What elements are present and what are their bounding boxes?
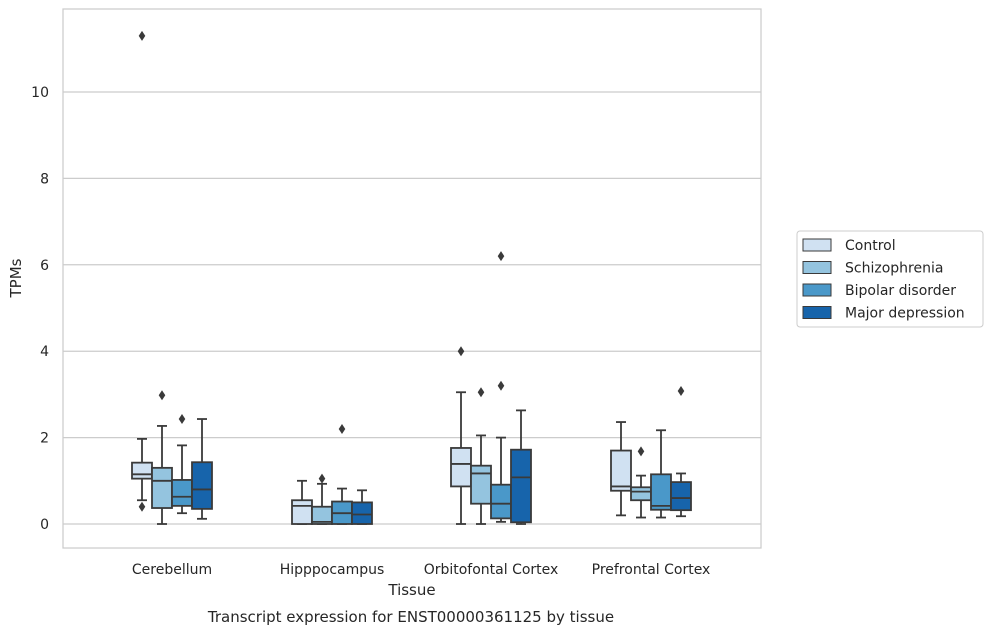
box-plot bbox=[191, 418, 213, 520]
legend-label: Control bbox=[845, 238, 896, 254]
outlier-point bbox=[138, 30, 146, 41]
outlier-point bbox=[457, 346, 465, 357]
y-tick-label: 6 bbox=[40, 258, 49, 274]
legend-item: Major depression bbox=[802, 306, 965, 322]
box-plots bbox=[131, 30, 692, 525]
plot-background bbox=[63, 9, 761, 548]
box-plot bbox=[291, 479, 313, 525]
box-plot bbox=[131, 30, 153, 512]
box-plot bbox=[670, 385, 692, 518]
box-iqr bbox=[630, 486, 652, 502]
box-plot bbox=[490, 251, 512, 523]
box-iqr bbox=[191, 461, 213, 510]
legend-frame bbox=[796, 230, 984, 328]
legend-label: Schizophrenia bbox=[845, 261, 943, 277]
x-axis-label: Tissue bbox=[387, 581, 435, 599]
outlier-point bbox=[477, 387, 485, 398]
box-plot bbox=[351, 489, 373, 525]
outlier-point bbox=[138, 501, 146, 512]
outlier-point bbox=[178, 414, 186, 425]
box-plot bbox=[470, 387, 492, 525]
legend-item: Control bbox=[802, 238, 896, 254]
y-axis-label: TPMs bbox=[7, 258, 25, 298]
x-tick-label: Hipppocampus bbox=[280, 562, 385, 578]
legend-label: Bipolar disorder bbox=[845, 283, 956, 299]
plot-frame bbox=[62, 8, 762, 549]
box-iqr bbox=[470, 464, 492, 505]
outlier-point bbox=[318, 473, 326, 484]
box-plot bbox=[510, 409, 532, 525]
outlier-point bbox=[158, 390, 166, 401]
outlier-point bbox=[637, 446, 645, 457]
box-iqr bbox=[131, 461, 153, 480]
x-tick-label: Orbitofontal Cortex bbox=[424, 562, 559, 578]
box-iqr bbox=[291, 499, 313, 525]
legend-swatch bbox=[802, 261, 832, 274]
x-tick-label: Prefrontal Cortex bbox=[592, 562, 711, 578]
outlier-point bbox=[677, 385, 685, 396]
legend-swatch bbox=[802, 238, 832, 252]
y-tick-label: 4 bbox=[40, 344, 49, 360]
box-iqr bbox=[490, 483, 512, 520]
box-iqr bbox=[670, 481, 692, 512]
outlier-point bbox=[497, 380, 505, 391]
y-tick-label: 10 bbox=[31, 85, 49, 101]
legend-label: Major depression bbox=[845, 306, 965, 322]
box-iqr bbox=[151, 466, 173, 509]
legend-swatch bbox=[802, 306, 832, 319]
grid-lines bbox=[63, 91, 761, 525]
box-plot bbox=[610, 421, 632, 517]
chart-caption: Transcript expression for ENST0000036112… bbox=[207, 608, 614, 626]
box-iqr bbox=[650, 473, 672, 511]
x-tick-label: Cerebellum bbox=[132, 562, 212, 578]
y-tick-label: 0 bbox=[40, 517, 49, 533]
y-tick-labels: 0 2 4 6 8 10 bbox=[31, 85, 49, 533]
outlier-point bbox=[497, 251, 505, 262]
y-tick-label: 8 bbox=[40, 171, 49, 187]
box-plot bbox=[151, 390, 173, 525]
y-tick-label: 2 bbox=[40, 431, 49, 447]
box-iqr bbox=[450, 447, 472, 488]
box-iqr bbox=[351, 501, 373, 525]
outlier-point bbox=[338, 423, 346, 434]
legend-item: Schizophrenia bbox=[802, 261, 943, 277]
x-tick-labels: Cerebellum Hipppocampus Orbitofontal Corte… bbox=[132, 562, 710, 578]
box-iqr bbox=[510, 448, 532, 524]
legend: Control Schizophrenia Bipolar disorder Majo… bbox=[796, 230, 984, 328]
box-iqr bbox=[171, 479, 193, 507]
legend-swatch bbox=[802, 283, 832, 297]
legend-item: Bipolar disorder bbox=[802, 283, 956, 299]
box-iqr bbox=[610, 449, 632, 492]
